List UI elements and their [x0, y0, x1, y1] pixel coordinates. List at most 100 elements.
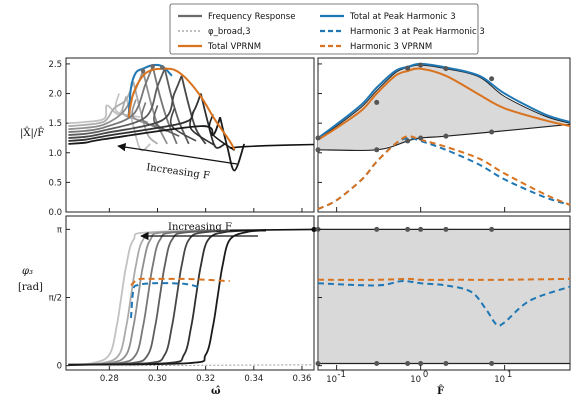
- frequency-response-line: [199, 93, 226, 149]
- ylabel-top: |X̂|/F̂: [20, 127, 44, 139]
- frequency-response-line: [68, 68, 166, 136]
- x-tick-label: 10: [494, 375, 505, 385]
- data-marker: [405, 360, 411, 366]
- ylabel-bottom-unit: [rad]: [18, 282, 43, 293]
- x-tick-label: 0.36: [292, 374, 311, 384]
- legend: Frequency Response φ_broad,3 Total VPRNM To…: [169, 3, 485, 55]
- harmonic3-peak-line: [317, 280, 571, 327]
- total-vprnm-line: [317, 67, 571, 141]
- y-tick-label: 1.5: [48, 119, 62, 129]
- panel-bottom-right: 10 -1 10 0 10 1: [315, 215, 571, 385]
- harmonic3-vprnm-line: [317, 135, 571, 210]
- data-marker: [418, 226, 424, 232]
- y-tick-label: π: [57, 225, 62, 235]
- ylabel-bottom: φ₃: [22, 266, 33, 277]
- peak-marker: [160, 65, 165, 70]
- x-tick-label: 0.34: [244, 374, 263, 384]
- xlabel-left: ω̂: [211, 386, 221, 397]
- top-arrow: [117, 142, 238, 165]
- data-marker: [374, 360, 380, 366]
- phase-response-line: [68, 229, 266, 366]
- legend-box: [169, 3, 479, 55]
- data-marker: [374, 99, 380, 105]
- data-marker: [315, 147, 321, 153]
- harmonic3-vprnm-line: [317, 277, 571, 281]
- axes-frame: [317, 57, 571, 213]
- legend-label: Harmonic 3 at Peak Harmonic 3: [350, 27, 485, 37]
- y-tick-label: 0: [57, 362, 62, 372]
- data-marker: [418, 135, 424, 141]
- y-tick-label: 2.5: [48, 60, 62, 70]
- panel-top-left: 0.0 0.5 1.0 1.5 2.0 2.5: [48, 57, 315, 218]
- phase-response-line: [229, 228, 315, 232]
- legend-label: Total VPRNM: [207, 42, 261, 52]
- phase-response-line: [68, 229, 266, 366]
- x-tick-label-exponent: 0: [423, 370, 428, 380]
- axes-frame: [65, 57, 315, 213]
- total-vprnm-line: [127, 67, 236, 151]
- total-peak-h3-line: [317, 62, 571, 139]
- frequency-response-line: [68, 93, 202, 142]
- axes-frame: [65, 215, 315, 371]
- data-marker: [405, 65, 411, 71]
- x-tick-label: 0.28: [100, 374, 119, 384]
- data-marker: [315, 360, 321, 366]
- data-marker: [418, 62, 424, 68]
- y-tick-label: 2.0: [48, 90, 62, 100]
- frequency-response-line: [68, 75, 183, 139]
- data-marker: [489, 226, 495, 232]
- legend-label: φ_broad,3: [208, 27, 250, 37]
- y-tick-label: π/2: [49, 294, 62, 304]
- data-marker: [418, 360, 424, 366]
- phase-response-line: [68, 229, 266, 366]
- frequency-response-line: [68, 81, 135, 127]
- data-marker: [443, 360, 449, 366]
- frequency-response-line: [121, 96, 149, 123]
- top-arrow-label: Increasing F: [146, 162, 211, 182]
- shaded-band: [319, 229, 569, 364]
- peak-marker: [140, 68, 146, 74]
- harmonic3-vprnm-line: [130, 277, 230, 287]
- x-tick-label-exponent: 1: [507, 370, 512, 380]
- data-marker: [374, 226, 380, 232]
- data-marker: [443, 66, 449, 72]
- data-marker: [311, 226, 317, 233]
- data-marker: [374, 147, 380, 153]
- legend-label: Total at Peak Harmonic 3: [349, 12, 456, 22]
- frequency-response-line: [208, 114, 235, 152]
- data-marker: [405, 226, 411, 232]
- peak-marker: [150, 63, 155, 69]
- legend-entries: Frequency Response φ_broad,3 Total VPRNM To…: [178, 12, 485, 52]
- data-marker: [405, 138, 411, 144]
- phase-response-line: [68, 229, 266, 366]
- frequency-response-line: [189, 111, 216, 147]
- panel-top-right: [315, 57, 571, 213]
- frequency-response-line: [163, 68, 190, 145]
- data-marker: [443, 226, 449, 232]
- frequency-response-line: [68, 65, 154, 133]
- harmonic3-peak-line: [130, 282, 202, 318]
- frequency-response-line: [141, 102, 168, 133]
- axes-frame: [317, 215, 571, 371]
- data-marker: [443, 133, 449, 139]
- x-tick-label: 0.30: [148, 374, 167, 384]
- x-tick-label: 0.32: [196, 374, 215, 384]
- frequency-response-line: [229, 143, 315, 149]
- xlabel-right: F̂: [437, 385, 444, 397]
- bottom-arrow-label: Increasing F: [168, 222, 232, 233]
- frequency-response-line: [114, 93, 141, 118]
- phase-response-line: [68, 229, 266, 366]
- legend-label: Frequency Response: [208, 12, 295, 22]
- y-tick-label: 0.5: [48, 178, 62, 188]
- phase-response-line: [68, 229, 266, 366]
- data-marker: [489, 360, 495, 366]
- frequency-response-line: [132, 81, 159, 145]
- data-marker: [489, 76, 495, 82]
- y-tick-label: 1.0: [48, 149, 62, 159]
- legend-label: Harmonic 3 VPRNM: [350, 42, 432, 52]
- y-tick-label: 0.0: [48, 208, 62, 218]
- x-tick-label-exponent: -1: [337, 370, 345, 380]
- panel-bottom-left: π π/2 0 0.28 0.30 0.32 0.34 0.36: [49, 215, 317, 384]
- phase-response-line: [68, 229, 266, 366]
